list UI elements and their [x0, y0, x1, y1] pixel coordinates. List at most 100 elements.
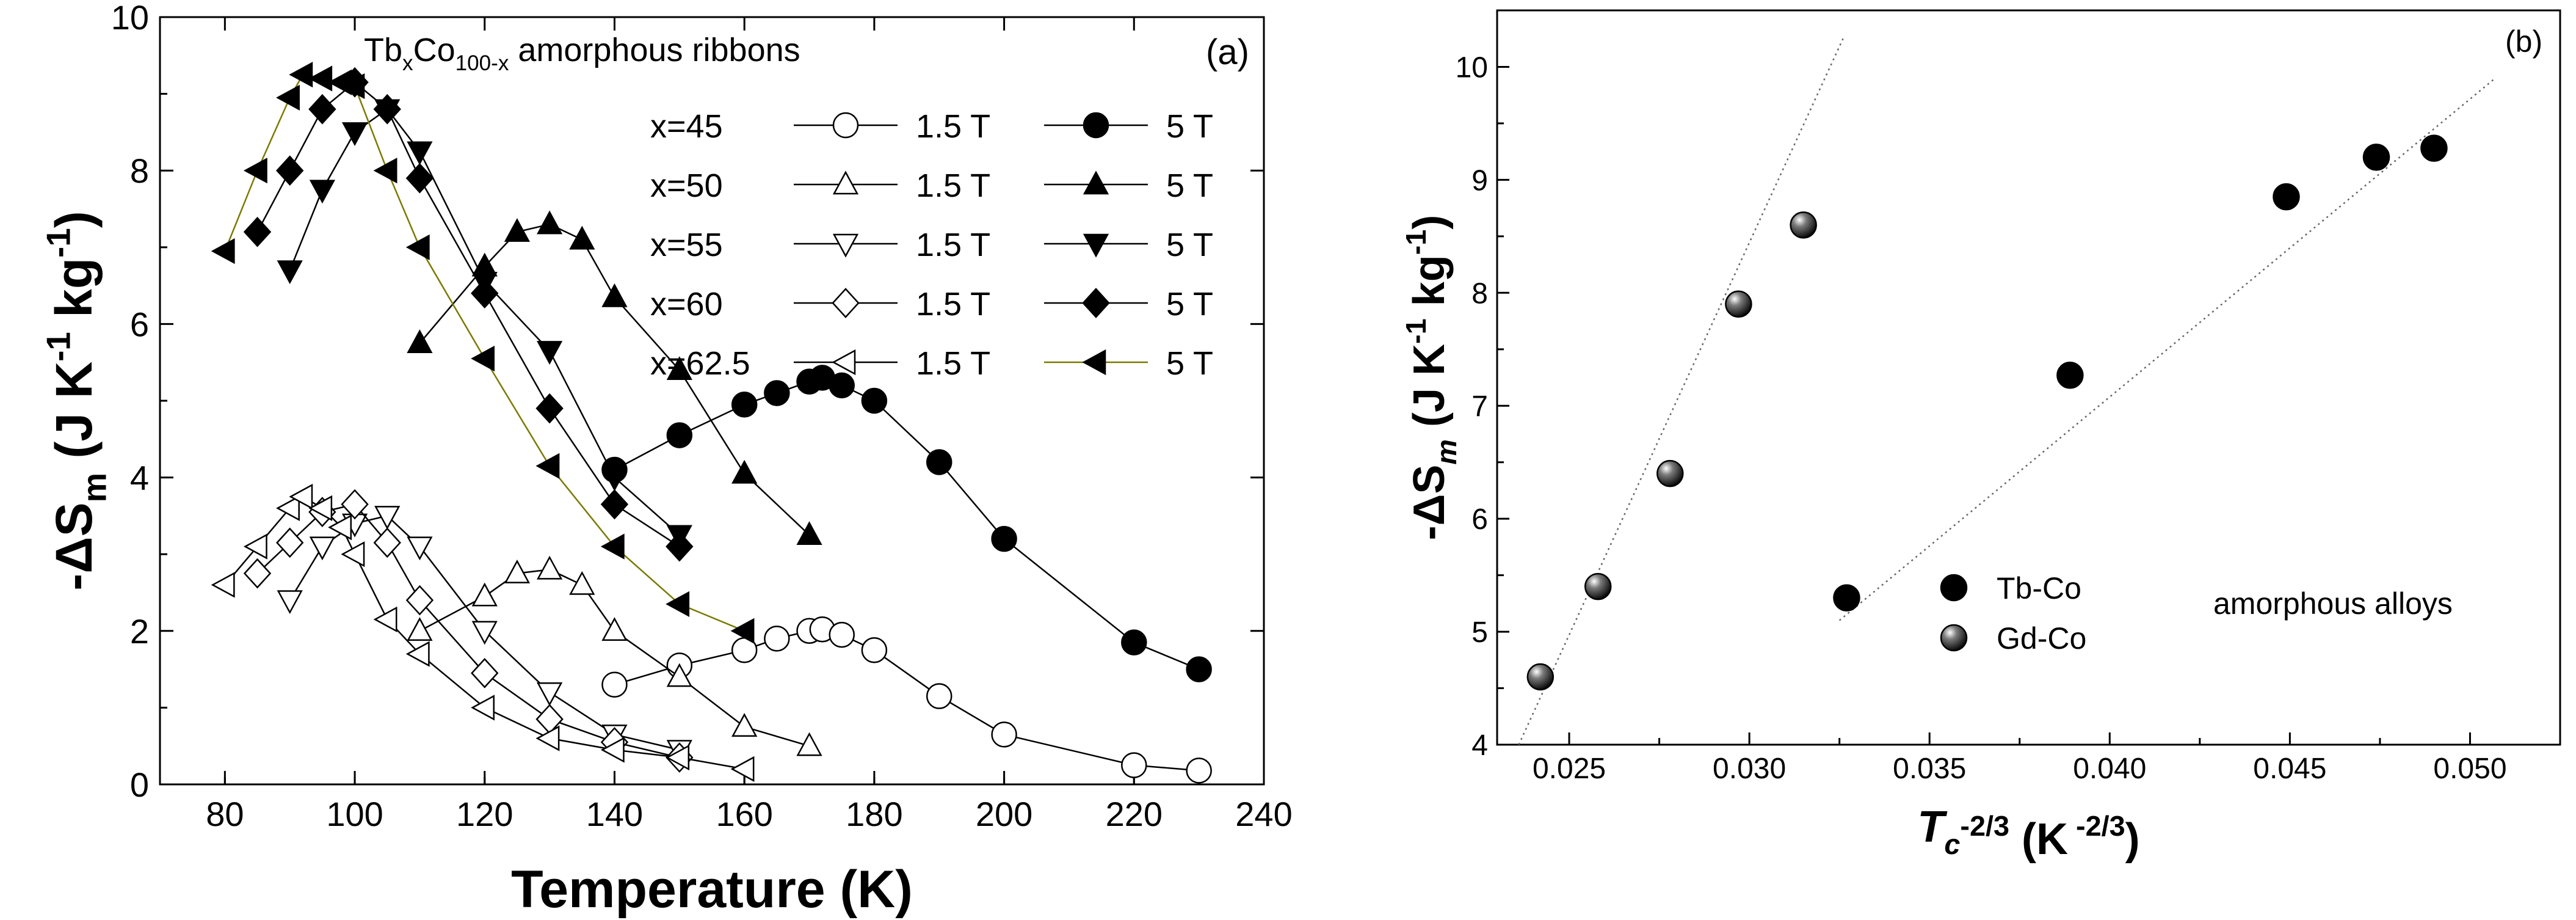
series-line [256, 81, 680, 547]
legend-row-label: x=50 [650, 167, 723, 204]
fit-line [1518, 38, 1844, 745]
data-point [666, 744, 690, 771]
x-tick-label: 220 [1106, 795, 1163, 833]
data-point [796, 732, 822, 756]
data-point [796, 521, 822, 546]
series-x-45-1-5-t [601, 616, 1212, 784]
legend-high-field-label: 5 T [1166, 227, 1213, 263]
series-line [256, 503, 680, 759]
legend-marker [1083, 112, 1109, 139]
data-point [1725, 290, 1752, 318]
data-point [328, 69, 352, 95]
data-point [537, 341, 563, 365]
data-point [471, 621, 498, 645]
data-point [243, 533, 267, 560]
x-tick-label: 0.045 [2253, 753, 2326, 785]
legend-marker [1082, 349, 1106, 376]
x-tick-label: 0.025 [1533, 753, 1606, 785]
data-point [829, 621, 855, 648]
legend-high-field-label: 5 T [1166, 167, 1213, 204]
data-point [666, 663, 692, 687]
data-point [535, 725, 560, 751]
data-point [1186, 758, 1212, 784]
legend-marker [832, 349, 856, 376]
data-point [2273, 183, 2300, 211]
data-point [666, 422, 693, 448]
data-point [601, 283, 628, 307]
series-x-45-5-t [601, 365, 1212, 682]
data-point [405, 585, 434, 616]
data-point [537, 555, 563, 580]
series-line [614, 376, 1200, 670]
data-point [277, 590, 303, 615]
data-point [601, 467, 628, 492]
legend: Tb-Co Gd-Co [1940, 571, 2086, 655]
legend-low-field-label: 1.5 T [916, 286, 990, 323]
data-point [764, 380, 790, 406]
legend-marker [832, 112, 859, 139]
legend-low-field-label: 1.5 T [916, 227, 990, 263]
data-point [601, 617, 628, 641]
data-point [374, 506, 401, 530]
data-point [289, 62, 313, 88]
legend-marker [832, 233, 859, 258]
legend-marker [1083, 233, 1109, 258]
data-point [373, 606, 397, 633]
legend-low-field-label: 1.5 T [916, 345, 990, 382]
data-point [537, 682, 563, 706]
series-x-60-1-5-t [243, 489, 694, 773]
legend-high-field-label: 5 T [1166, 345, 1213, 382]
legend-marker [1083, 170, 1109, 195]
data-point [2362, 144, 2390, 171]
legend-high-field-label: 5 T [1166, 286, 1213, 323]
data-point [731, 392, 758, 418]
legend-label: Gd-Co [1997, 621, 2086, 655]
data-point [764, 626, 790, 652]
series-x-55-1-5-t [277, 506, 692, 764]
data-point [2056, 362, 2084, 389]
data-point [373, 93, 401, 125]
data-point [341, 73, 365, 100]
x-axis-title: Tc-2/3 (K -2/3) [1917, 803, 2139, 864]
data-point [600, 533, 625, 560]
data-point [471, 695, 495, 721]
data-point [926, 683, 952, 709]
data-point [991, 525, 1017, 552]
series-x-50-1-5-t [407, 555, 822, 756]
chart-title: TbxCo100-x amorphous ribbons [364, 32, 800, 75]
data-point [276, 84, 300, 111]
data-point [731, 713, 758, 737]
data-point [471, 345, 495, 372]
data-point [601, 671, 628, 698]
data-point [537, 210, 563, 235]
x-tick-label: 200 [976, 795, 1032, 833]
x-tick-label: 140 [586, 795, 643, 833]
data-point [1186, 656, 1212, 682]
data-point [1584, 572, 1612, 601]
data-point [341, 122, 368, 147]
data-point [373, 527, 401, 558]
legend-label: Tb-Co [1997, 571, 2081, 605]
data-point [243, 216, 272, 247]
panel-label: (b) [2505, 24, 2542, 59]
data-point [405, 641, 430, 667]
plot-frame [1496, 9, 2561, 746]
y-tick-label: 5 [1471, 616, 1488, 649]
y-tick-label: 6 [130, 305, 149, 343]
data-point [471, 582, 498, 607]
x-tick-label: 0.035 [1893, 753, 1966, 785]
data-point [504, 559, 531, 583]
series-x-50-5-t [407, 210, 822, 546]
x-tick-label: 100 [326, 795, 383, 833]
data-point [730, 618, 755, 644]
data-point [730, 756, 755, 782]
x-tick-label: 0.040 [2073, 753, 2146, 785]
y-tick-label: 8 [1471, 277, 1488, 310]
data-point [666, 591, 690, 617]
y-tick-label: 4 [130, 459, 149, 497]
legend-row-label: x=45 [650, 108, 723, 145]
panel-a-temperature-plot: 80 100 120 140 160 180 200 220 240 0 2 4 6 8 10 Tempera… [40, 0, 1293, 919]
data-point [309, 180, 335, 204]
series-tb-co [1833, 77, 2496, 621]
